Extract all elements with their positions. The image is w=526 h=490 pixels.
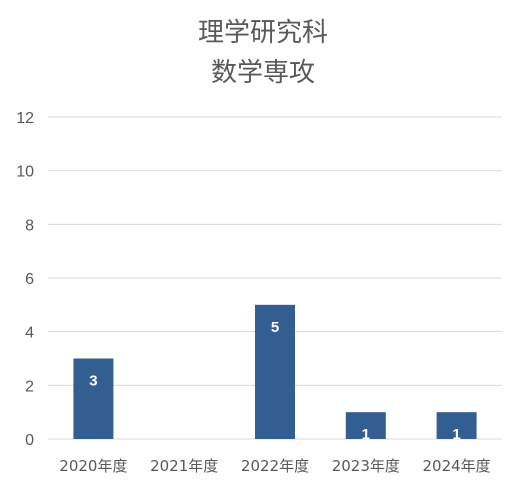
data-label-2022年度: 5 (271, 319, 279, 336)
y-tick-label: 0 (25, 432, 34, 449)
y-tick-label: 6 (25, 271, 34, 288)
x-tick-label: 2022年度 (241, 457, 309, 475)
bar-2022年度 (255, 304, 295, 439)
x-axis-ticks: 2020年度 2021年度 2022年度 2023年度 2024年度 (59, 457, 490, 475)
x-tick-label: 2021年度 (150, 457, 218, 475)
x-tick-label: 2024年度 (423, 457, 491, 475)
x-tick-label: 2023年度 (332, 457, 400, 475)
data-label-2020年度: 3 (89, 373, 97, 390)
chart-title-line-1: 理学研究科 (197, 18, 328, 48)
y-axis-ticks: 0 2 4 6 8 10 12 (16, 110, 34, 449)
data-label-2023年度: 1 (362, 426, 370, 443)
bar-2024年度 (436, 412, 477, 439)
y-tick-label: 10 (16, 164, 34, 181)
y-tick-label: 8 (25, 217, 34, 234)
data-label-2024年度: 1 (452, 426, 460, 443)
data-labels: 3 5 1 1 (89, 319, 461, 443)
y-tick-label: 12 (16, 110, 34, 127)
bars (73, 304, 477, 439)
chart-title-line-2: 数学専攻 (210, 58, 315, 88)
bar-2023年度 (345, 412, 386, 439)
y-tick-label: 2 (25, 378, 34, 395)
x-tick-label: 2020年度 (59, 457, 127, 475)
y-tick-label: 4 (25, 325, 34, 342)
bar-2020年度 (73, 358, 114, 439)
